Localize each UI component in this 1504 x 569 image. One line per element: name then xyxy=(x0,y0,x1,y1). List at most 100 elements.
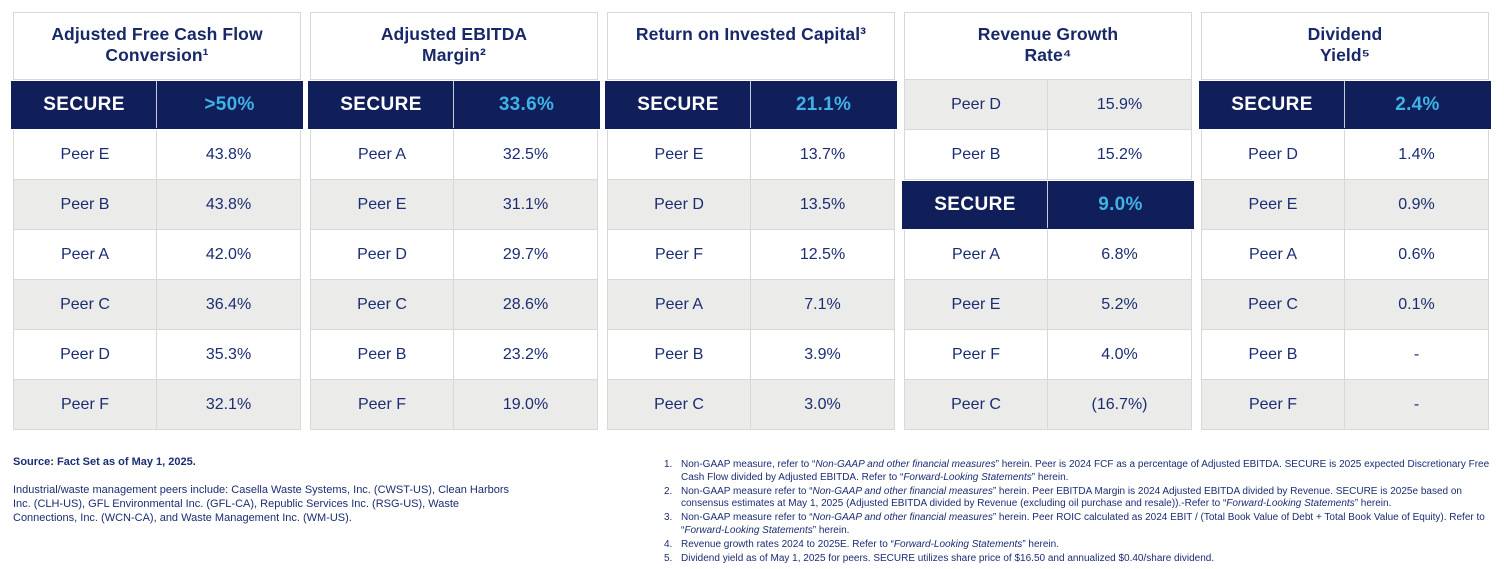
footnote-2: 2. Non-GAAP measure refer to “Non-GAAP an… xyxy=(664,486,1498,512)
peer-row: Peer F 4.0% xyxy=(904,330,1192,380)
secure-highlight-row: SECURE 21.1% xyxy=(605,81,897,129)
peer-name: Peer A xyxy=(1202,230,1345,279)
footnote-text-segment: Forward-Looking Statements xyxy=(684,524,813,536)
metric-value: 23.2% xyxy=(502,345,549,363)
metric-value: 29.7% xyxy=(502,245,549,263)
footnote-text-segment: Non-GAAP measure, refer to “ xyxy=(681,459,816,470)
metric-value: 43.8% xyxy=(205,145,252,163)
peer-name: Peer D xyxy=(1202,130,1345,179)
metric-column-revenue-growth-rate: Revenue Growth Rate⁴ Peer D 15.9% Peer B 15.2… xyxy=(902,12,1194,430)
peer-row: Peer F 19.0% xyxy=(310,380,598,430)
column-title-line: Conversion¹ xyxy=(105,45,209,65)
peer-row: Peer C 0.1% xyxy=(1201,280,1489,330)
peer-name: Peer F xyxy=(905,330,1048,379)
metric-value: 0.6% xyxy=(1398,245,1435,263)
metric-column-return-on-invested-capital: Return on Invested Capital³ SECURE 21.1% Pe… xyxy=(605,12,897,430)
metric-value: 36.4% xyxy=(205,295,252,313)
metric-value: 21.1% xyxy=(795,93,852,115)
peer-row: Peer B 3.9% xyxy=(607,330,895,380)
peer-row: Peer A 6.8% xyxy=(904,230,1192,280)
metric-value: 13.5% xyxy=(799,195,846,213)
column-header-dividend-yield: Dividend Yield⁵ xyxy=(1201,12,1489,80)
metric-value: 42.0% xyxy=(205,245,252,263)
footnote-text-segment: ” herein. Peer is 2024 FCF as a percenta… xyxy=(681,459,1490,483)
metric-value: 0.1% xyxy=(1398,295,1435,313)
peer-name: Peer C xyxy=(608,380,751,429)
peer-name: Peer D xyxy=(14,330,157,379)
peer-row: Peer C 3.0% xyxy=(607,380,895,430)
peer-name: Peer D xyxy=(311,230,454,279)
footnote-text-segment: Non-GAAP measure refer to “ xyxy=(681,512,813,524)
footnote-number: 4. xyxy=(664,538,673,550)
peer-row: Peer C (16.7%) xyxy=(904,380,1192,430)
footnote-number: 1. xyxy=(664,459,673,470)
metric-column-adjusted-free-cash-flow-conversion: Adjusted Free Cash Flow Conversion¹ SECURE… xyxy=(11,12,303,430)
footnote-text-segment: Non-GAAP and other financial measures xyxy=(812,512,993,524)
secure-highlight-row: SECURE >50% xyxy=(11,81,303,129)
metric-value: 32.1% xyxy=(205,395,252,413)
metric-value: 12.5% xyxy=(799,245,846,263)
footer-left-block: Source: Fact Set as of May 1, 2025. Indu… xyxy=(13,456,538,525)
footnote-text-segment: Non-GAAP measure refer to “ xyxy=(681,485,813,497)
peer-row: Peer B 23.2% xyxy=(310,330,598,380)
column-header-return-on-invested-capital: Return on Invested Capital³ xyxy=(607,12,895,80)
metric-value: 3.0% xyxy=(804,395,841,413)
peer-row: Peer D 15.9% xyxy=(904,80,1192,130)
column-title-line: Dividend xyxy=(1307,24,1383,44)
metric-value: 1.4% xyxy=(1398,145,1435,163)
metric-value: 0.9% xyxy=(1398,195,1435,213)
metric-value: 4.0% xyxy=(1101,345,1138,363)
source-note: Source: Fact Set as of May 1, 2025. xyxy=(13,456,196,468)
secure-label: SECURE xyxy=(606,81,751,128)
metric-column-dividend-yield: Dividend Yield⁵ SECURE 2.4% Peer D 1.4% Peer E… xyxy=(1199,12,1491,430)
metric-value: >50% xyxy=(204,93,255,115)
footnote-number: 3. xyxy=(664,512,673,524)
column-title-line: Yield⁵ xyxy=(1320,45,1370,65)
peer-row: Peer E 5.2% xyxy=(904,280,1192,330)
peer-row: Peer A 7.1% xyxy=(607,280,895,330)
footnote-number: 2. xyxy=(664,485,673,497)
metric-value: 15.9% xyxy=(1096,95,1143,113)
peer-name: Peer B xyxy=(905,130,1048,179)
peer-name: Peer E xyxy=(905,280,1048,329)
footnote-text-segment: Revenue growth rates 2024 to 2025E. Refe… xyxy=(681,538,894,550)
peer-name: Peer E xyxy=(1202,180,1345,229)
metric-value: 35.3% xyxy=(205,345,252,363)
footnote-text-segment: Forward-Looking Statements xyxy=(903,471,1032,483)
metric-value: 15.2% xyxy=(1096,145,1143,163)
secure-label: SECURE xyxy=(309,81,454,128)
peer-row: Peer A 32.5% xyxy=(310,130,598,180)
peer-name: Peer F xyxy=(608,230,751,279)
peer-row: Peer E 43.8% xyxy=(13,130,301,180)
footnote-text-segment: Dividend yield as of May 1, 2025 for pee… xyxy=(681,552,1215,564)
peer-name: Peer B xyxy=(608,330,751,379)
footnote-text-segment: Forward-Looking Statements xyxy=(1226,498,1355,510)
secure-label: SECURE xyxy=(12,81,157,128)
peer-row: Peer C 28.6% xyxy=(310,280,598,330)
peer-row: Peer C 36.4% xyxy=(13,280,301,330)
peer-row: Peer E 0.9% xyxy=(1201,180,1489,230)
metric-value: 5.2% xyxy=(1101,295,1138,313)
footnote-4: 4. Revenue growth rates 2024 to 2025E. Re… xyxy=(664,539,1498,552)
metric-value: 28.6% xyxy=(502,295,549,313)
metric-value: 19.0% xyxy=(502,395,549,413)
footnote-text-segment: ” herein. xyxy=(1022,538,1059,550)
peer-row: Peer D 29.7% xyxy=(310,230,598,280)
footnote-3: 3. Non-GAAP measure refer to “Non-GAAP an… xyxy=(664,512,1498,538)
column-title-line: Adjusted Free Cash Flow xyxy=(51,24,263,44)
footnote-number: 5. xyxy=(664,552,673,564)
peer-name: Peer A xyxy=(14,230,157,279)
secure-label: SECURE xyxy=(903,181,1048,228)
peer-name: Peer A xyxy=(311,130,454,179)
metric-value: 13.7% xyxy=(799,145,846,163)
peer-row: Peer A 42.0% xyxy=(13,230,301,280)
metric-value: 32.5% xyxy=(502,145,549,163)
footnotes-list: 1. Non-GAAP measure, refer to “ Non-GAAP a… xyxy=(664,459,1498,566)
metric-value: 6.8% xyxy=(1101,245,1138,263)
secure-highlight-row: SECURE 2.4% xyxy=(1199,81,1491,129)
footnote-text-segment: ” herein. xyxy=(812,524,850,536)
metrics-comparison: Adjusted Free Cash Flow Conversion¹ SECURE… xyxy=(11,12,1491,430)
column-title-line: Adjusted EBITDA xyxy=(380,24,528,44)
secure-highlight-row: SECURE 33.6% xyxy=(308,81,600,129)
